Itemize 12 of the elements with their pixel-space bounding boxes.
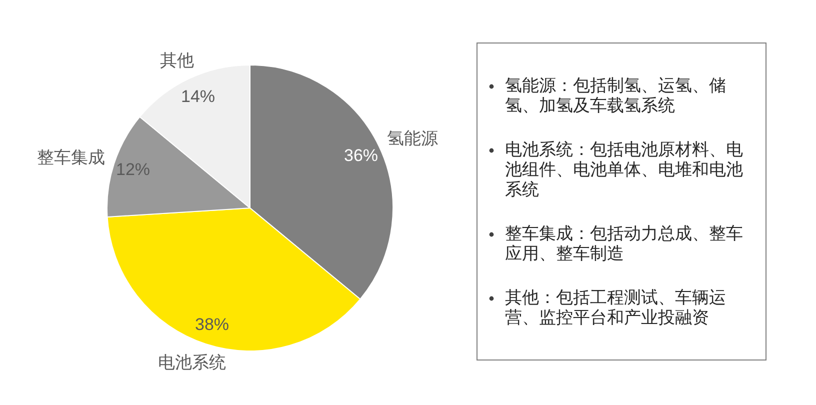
text: 其他：包括工程测试、车辆运营、监控平台和产业投融资 bbox=[505, 288, 726, 327]
slice-label: 其他 bbox=[160, 51, 194, 70]
data-label: 12% bbox=[116, 160, 150, 179]
text: 整车集成：包括动力总成、整车应用、整车制造 bbox=[505, 224, 743, 263]
slice-label: 电池系统 bbox=[158, 353, 226, 372]
data-label: 36% bbox=[344, 146, 378, 165]
text: 氢能源：包括制氢、运氢、储氢、加氢及车载氢系统 bbox=[505, 76, 726, 115]
text: 电池系统：包括电池原材料、电池组件、电池单体、电堆和电池系统 bbox=[505, 140, 743, 199]
data-label: 38% bbox=[195, 315, 230, 334]
slice-label: 整车集成 bbox=[37, 148, 105, 167]
data-label: 14% bbox=[181, 87, 216, 106]
slice-label: 氢能源 bbox=[387, 129, 438, 148]
